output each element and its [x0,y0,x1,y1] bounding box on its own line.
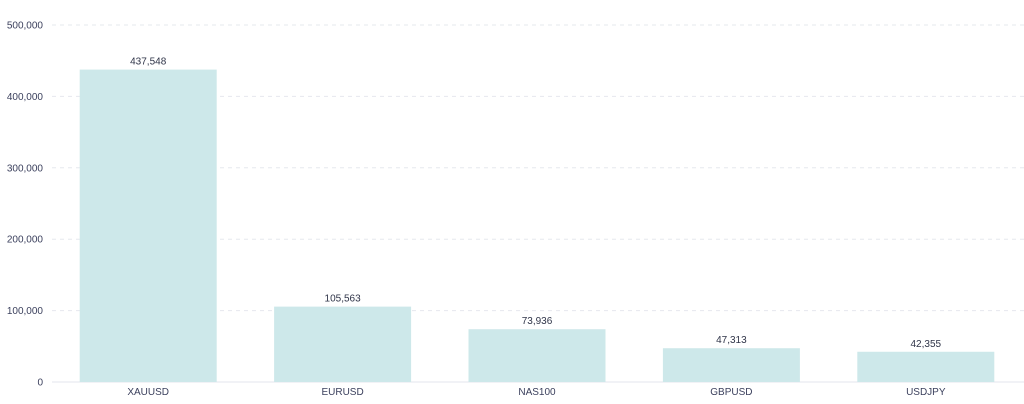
x-tick-label: GBPUSD [710,387,752,398]
bar-eurusd [274,306,412,382]
x-axis-ticks: XAUUSD EURUSD NAS100 GBPUSD USDJPY [127,387,946,398]
bar-nas100 [468,329,606,382]
y-tick-label: 300,000 [7,163,44,174]
y-axis-ticks: 0 100,000 200,000 300,000 400,000 500,000 [7,21,44,389]
x-tick-label: XAUUSD [127,387,169,398]
y-tick-label: 100,000 [7,306,44,317]
bar-usdjpy [857,351,995,382]
data-labels: 437,548 105,563 73,936 47,313 42,355 [130,57,941,350]
data-label: 42,355 [911,339,942,350]
x-tick-label: EURUSD [321,387,363,398]
x-tick-label: USDJPY [906,387,946,398]
y-tick-label: 500,000 [7,21,44,32]
data-label: 437,548 [130,57,167,68]
bars [79,69,995,382]
y-tick-label: 400,000 [7,92,44,103]
data-label: 47,313 [716,335,747,346]
y-tick-label: 0 [37,378,43,389]
y-tick-label: 200,000 [7,235,44,246]
x-tick-label: NAS100 [518,387,556,398]
bar-gbpusd [662,348,800,382]
data-label: 105,563 [325,294,362,305]
bar-xauusd [79,69,217,382]
data-label: 73,936 [522,316,553,327]
